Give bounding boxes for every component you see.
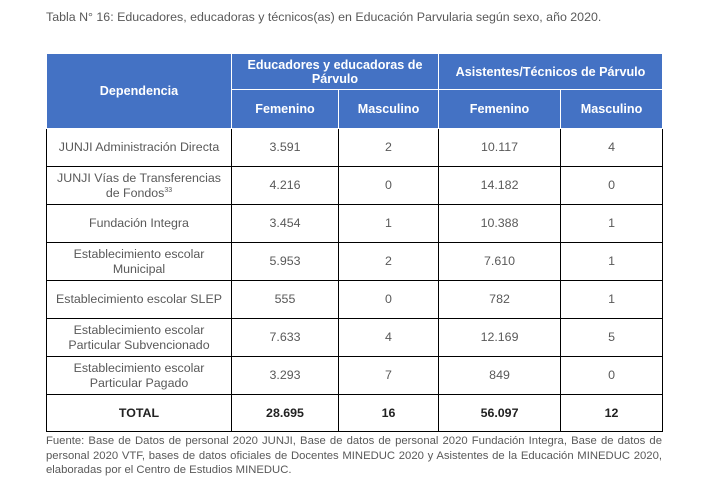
table-row: Establecimiento escolar Particular Pagad… xyxy=(46,356,664,395)
table-row: Establecimiento escolar SLEP 555 0 782 1 xyxy=(46,280,664,319)
row-dependencia: Establecimiento escolar Particular Subve… xyxy=(46,318,232,357)
table-row: JUNJI Vías de Transferencias de Fondos33… xyxy=(46,166,664,205)
cell-educadores-femenino: 555 xyxy=(231,280,339,319)
cell-educadores-femenino: 5.953 xyxy=(231,242,339,281)
row-dependencia: Establecimiento escolar SLEP xyxy=(46,280,232,319)
cell-educadores-femenino: 4.216 xyxy=(231,166,339,205)
header-asistentes-femenino: Femenino xyxy=(438,89,562,129)
cell-educadores-masculino: 4 xyxy=(337,318,440,357)
cell-asistentes-masculino: 4 xyxy=(560,128,664,167)
cell-educadores-femenino: 7.633 xyxy=(231,318,339,357)
table-row: Establecimiento escolar Municipal 5.953 … xyxy=(46,242,664,281)
cell-educadores-femenino: 3.293 xyxy=(231,356,339,395)
cell-asistentes-femenino: 782 xyxy=(438,280,562,319)
header-row-groups: Dependencia Educadores y educadoras de P… xyxy=(46,53,664,129)
header-row-sexo: Femenino Masculino Femenino Masculino xyxy=(47,89,664,129)
cell-asistentes-femenino: 10.117 xyxy=(438,128,562,167)
cell-asistentes-femenino: 12.169 xyxy=(438,318,562,357)
cell-asistentes-masculino: 0 xyxy=(560,356,664,395)
total-label: TOTAL xyxy=(46,394,232,432)
cell-asistentes-femenino: 7.610 xyxy=(438,242,562,281)
cell-educadores-femenino: 3.591 xyxy=(231,128,339,167)
cell-asistentes-femenino: 14.182 xyxy=(438,166,562,205)
header-asistentes-group: Asistentes/Técnicos de Párvulo xyxy=(438,53,664,90)
cell-educadores-femenino: 3.454 xyxy=(231,204,339,243)
cell-asistentes-femenino: 849 xyxy=(438,356,562,395)
header-asistentes-masculino: Masculino xyxy=(560,89,664,129)
header-educadores-group: Educadores y educadoras de Párvulo xyxy=(230,53,440,90)
row-dependencia: Establecimiento escolar Municipal xyxy=(46,242,232,281)
cell-asistentes-femenino: 10.388 xyxy=(438,204,562,243)
cell-educadores-masculino: 7 xyxy=(337,356,440,395)
cell-educadores-masculino: 0 xyxy=(337,166,440,205)
total-row: TOTAL 28.695 16 56.097 12 xyxy=(46,394,664,432)
cell-asistentes-masculino: 1 xyxy=(560,280,664,319)
cell-educadores-masculino: 2 xyxy=(337,242,440,281)
row-dependencia: JUNJI Administración Directa xyxy=(46,128,232,167)
cell-educadores-masculino: 2 xyxy=(337,128,440,167)
row-dependencia: Fundación Integra xyxy=(46,204,232,243)
data-table: Dependencia Educadores y educadoras de P… xyxy=(46,53,664,432)
total-asistentes-masculino: 12 xyxy=(560,394,664,432)
source-note: Fuente: Base de Datos de personal 2020 J… xyxy=(46,435,662,476)
row-dependencia: Establecimiento escolar Particular Pagad… xyxy=(46,356,232,395)
table-row: Fundación Integra 3.454 1 10.388 1 xyxy=(46,204,664,243)
header-educadores-masculino: Masculino xyxy=(337,89,440,129)
footnote-marker: 33 xyxy=(164,186,173,194)
total-educadores-masculino: 16 xyxy=(337,394,440,432)
cell-asistentes-masculino: 1 xyxy=(560,242,664,281)
header-educadores-femenino: Femenino xyxy=(231,89,339,129)
table-row: JUNJI Administración Directa 3.591 2 10.… xyxy=(46,128,664,167)
cell-asistentes-masculino: 5 xyxy=(560,318,664,357)
header-dependencia: Dependencia xyxy=(46,53,232,129)
cell-asistentes-masculino: 0 xyxy=(560,166,664,205)
total-asistentes-femenino: 56.097 xyxy=(438,394,562,432)
cell-asistentes-masculino: 1 xyxy=(560,204,664,243)
table-caption: Tabla N° 16: Educadores, educadoras y té… xyxy=(46,10,602,24)
table-row: Establecimiento escolar Particular Subve… xyxy=(46,318,664,357)
cell-educadores-masculino: 0 xyxy=(337,280,440,319)
cell-educadores-masculino: 1 xyxy=(337,204,440,243)
row-dependencia: JUNJI Vías de Transferencias de Fondos33 xyxy=(46,166,232,205)
total-educadores-femenino: 28.695 xyxy=(231,394,339,432)
row-dependencia-text: JUNJI Vías de Transferencias de Fondos xyxy=(57,171,221,200)
